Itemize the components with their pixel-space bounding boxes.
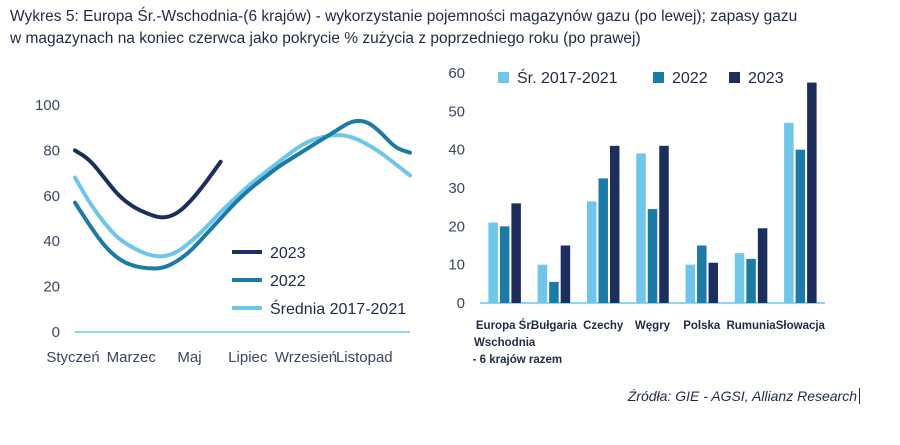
y-tick-label: 100 bbox=[35, 97, 60, 114]
legend-swatch-2022 bbox=[653, 72, 664, 83]
bar-r-2017-2021 bbox=[734, 253, 745, 303]
bar-r-2017-2021 bbox=[636, 153, 646, 303]
y-tick-label: 40 bbox=[448, 142, 465, 159]
bar-2022 bbox=[549, 281, 559, 303]
bar-2023 bbox=[708, 262, 719, 303]
y-tick-label: 80 bbox=[43, 142, 60, 159]
legend-label-2023: 2023 bbox=[270, 245, 306, 262]
bar-r-2017-2021 bbox=[537, 264, 548, 303]
y-tick-label: 60 bbox=[43, 188, 60, 205]
category-label: Europa Śr. bbox=[476, 319, 534, 332]
source-note: Źródła: GIE - AGSI, Allianz Research bbox=[628, 388, 860, 404]
category-label: Słowacja bbox=[776, 320, 826, 332]
bar-2023 bbox=[511, 203, 521, 303]
bar-2022 bbox=[697, 245, 707, 303]
legend-label-2022: 2022 bbox=[672, 70, 708, 87]
category-label: Węgry bbox=[635, 320, 671, 332]
right-y-axis-ticks: 0 10 20 30 40 50 60 bbox=[448, 65, 465, 312]
bar-2023 bbox=[609, 145, 620, 303]
bar-r-2017-2021 bbox=[784, 122, 794, 303]
x-tick-label: Lipiec bbox=[228, 349, 268, 366]
title-line-2: w magazynach na koniec czerwca jako pokr… bbox=[10, 30, 641, 47]
category-label: - 6 krajów razem bbox=[473, 354, 562, 366]
y-tick-label: 0 bbox=[52, 324, 60, 341]
x-tick-label: Styczeń bbox=[46, 349, 99, 366]
legend-swatch-r-2017-2021 bbox=[498, 72, 509, 83]
bar-2023 bbox=[560, 245, 571, 303]
category-label: Bułgaria bbox=[531, 320, 578, 332]
bar-r-2017-2021 bbox=[488, 222, 498, 303]
right-bars bbox=[488, 82, 817, 303]
left-legend: 2023 2022 Średnia 2017-2021 bbox=[232, 245, 406, 318]
bar-2022 bbox=[598, 178, 608, 303]
bar-2023 bbox=[807, 82, 817, 303]
left-y-axis-ticks: 0 20 40 60 80 100 bbox=[35, 97, 60, 341]
y-tick-label: 30 bbox=[448, 180, 465, 197]
bar-r-2017-2021 bbox=[685, 264, 696, 303]
bar-2022 bbox=[499, 226, 510, 303]
legend-label-rednia-2017-2021: Średnia 2017-2021 bbox=[270, 299, 406, 318]
y-tick-label: 60 bbox=[448, 65, 465, 82]
x-tick-label: Wrzesień bbox=[275, 349, 337, 366]
bar-2023 bbox=[757, 228, 768, 303]
y-tick-label: 20 bbox=[43, 279, 60, 296]
bar-2022 bbox=[746, 258, 756, 303]
series-line-2022 bbox=[73, 118, 412, 271]
x-tick-label: Listopad bbox=[336, 349, 393, 366]
y-tick-label: 10 bbox=[448, 257, 465, 274]
title-line-1: Wykres 5: Europa Śr.-Wschodnia-(6 krajów… bbox=[10, 8, 798, 25]
x-tick-label: Marzec bbox=[107, 349, 157, 366]
legend-label-r-2017-2021: Śr. 2017-2021 bbox=[517, 68, 618, 87]
right-category-labels: Europa Śr. Wschodnia - 6 krajów razem Bułga… bbox=[473, 319, 826, 366]
legend-label-2022: 2022 bbox=[270, 273, 306, 290]
series-line-2023 bbox=[73, 148, 223, 220]
category-label: Wschodnia bbox=[474, 337, 536, 349]
series-line-rednia-2017-2021 bbox=[73, 133, 412, 259]
legend-label-2023: 2023 bbox=[748, 70, 784, 87]
left-series-lines bbox=[73, 118, 412, 271]
y-tick-label: 50 bbox=[448, 103, 465, 120]
right-legend: Śr. 2017-2021 2022 2023 bbox=[498, 68, 784, 87]
bar-2022 bbox=[647, 209, 658, 303]
legend-swatch-2023 bbox=[729, 72, 740, 83]
right-bar-chart: 0 10 20 30 40 50 60 Europa Śr. Wschodnia - 6 kra… bbox=[448, 65, 826, 366]
category-label: Czechy bbox=[583, 320, 624, 332]
y-tick-label: 40 bbox=[43, 233, 60, 250]
x-tick-label: Maj bbox=[177, 349, 201, 366]
chart-title: Wykres 5: Europa Śr.-Wschodnia-(6 krajów… bbox=[10, 6, 890, 50]
bar-2023 bbox=[659, 145, 669, 303]
bar-r-2017-2021 bbox=[586, 201, 597, 303]
left-line-chart: 0 20 40 60 80 100 Styczeń Marzec Maj Lipiec Wrzes… bbox=[35, 97, 412, 366]
y-tick-label: 0 bbox=[457, 295, 465, 312]
category-label: Polska bbox=[683, 320, 721, 332]
bar-2022 bbox=[795, 149, 806, 303]
category-label: Rumunia bbox=[726, 320, 776, 332]
y-tick-label: 20 bbox=[448, 218, 465, 235]
